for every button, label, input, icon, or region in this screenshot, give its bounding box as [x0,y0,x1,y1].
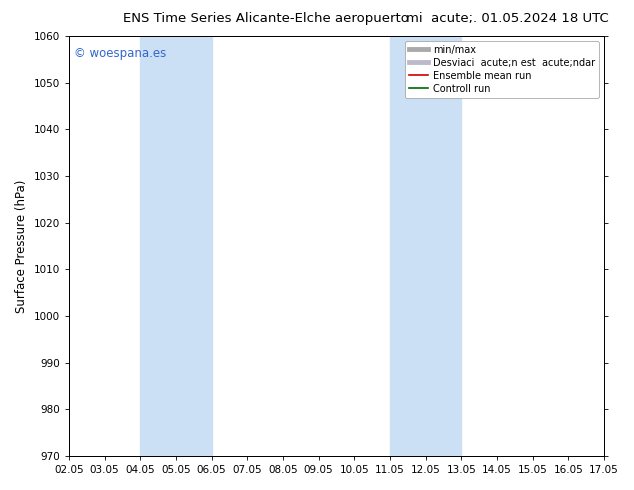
Legend: min/max, Desviaci  acute;n est  acute;ndar, Ensemble mean run, Controll run: min/max, Desviaci acute;n est acute;ndar… [405,41,599,98]
Bar [390,36,462,456]
Text: mi  acute;. 01.05.2024 18 UTC: mi acute;. 01.05.2024 18 UTC [406,12,609,25]
Text: © woespana.es: © woespana.es [74,47,167,60]
Y-axis label: Surface Pressure (hPa): Surface Pressure (hPa) [15,179,28,313]
Text: ENS Time Series Alicante-Elche aeropuerto: ENS Time Series Alicante-Elche aeropuert… [124,12,409,25]
Bar [140,36,212,456]
